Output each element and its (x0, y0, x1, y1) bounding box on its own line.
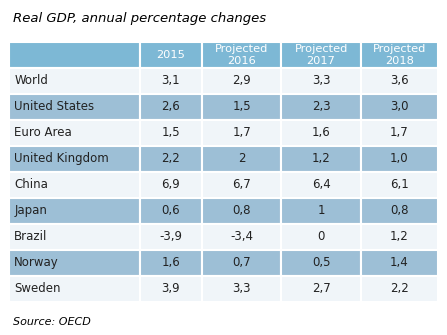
Text: 2,2: 2,2 (390, 282, 409, 295)
Text: 1,2: 1,2 (312, 152, 330, 165)
Text: 1: 1 (317, 204, 325, 217)
Text: Brazil: Brazil (14, 230, 48, 243)
Text: 2,3: 2,3 (312, 100, 330, 113)
Text: Norway: Norway (14, 256, 59, 269)
Text: 3,0: 3,0 (390, 100, 409, 113)
Text: 1,6: 1,6 (312, 126, 330, 139)
Text: 2015: 2015 (156, 50, 186, 60)
Text: 6,9: 6,9 (161, 178, 180, 191)
Text: United States: United States (14, 100, 94, 113)
Text: China: China (14, 178, 48, 191)
Text: 3,9: 3,9 (162, 282, 180, 295)
Text: 0,8: 0,8 (232, 204, 251, 217)
Text: 1,6: 1,6 (161, 256, 180, 269)
Text: 6,1: 6,1 (390, 178, 409, 191)
Text: 1,7: 1,7 (390, 126, 409, 139)
Text: -3,4: -3,4 (230, 230, 253, 243)
Text: 1,5: 1,5 (232, 100, 251, 113)
Text: 6,7: 6,7 (232, 178, 251, 191)
Text: 1,7: 1,7 (232, 126, 251, 139)
Text: 2,9: 2,9 (232, 74, 251, 87)
Text: 0,7: 0,7 (232, 256, 251, 269)
Text: 3,3: 3,3 (312, 74, 330, 87)
Text: 1,0: 1,0 (390, 152, 409, 165)
Text: 0,5: 0,5 (312, 256, 330, 269)
Text: 1,4: 1,4 (390, 256, 409, 269)
Text: Source: OECD: Source: OECD (13, 317, 91, 327)
Text: 1,5: 1,5 (162, 126, 180, 139)
Text: 1,2: 1,2 (390, 230, 409, 243)
Text: 3,1: 3,1 (162, 74, 180, 87)
Text: 0: 0 (317, 230, 325, 243)
Text: Real GDP, annual percentage changes: Real GDP, annual percentage changes (13, 12, 266, 25)
Text: United Kingdom: United Kingdom (14, 152, 109, 165)
Text: Euro Area: Euro Area (14, 126, 72, 139)
Text: 2,6: 2,6 (161, 100, 180, 113)
Text: Projected
2018: Projected 2018 (373, 44, 426, 66)
Text: 0,8: 0,8 (390, 204, 409, 217)
Text: World: World (14, 74, 48, 87)
Text: Japan: Japan (14, 204, 47, 217)
Text: 3,6: 3,6 (390, 74, 409, 87)
Text: 2,2: 2,2 (161, 152, 180, 165)
Text: 2: 2 (238, 152, 245, 165)
Text: Projected
2016: Projected 2016 (215, 44, 269, 66)
Text: 0,6: 0,6 (162, 204, 180, 217)
Text: -3,9: -3,9 (160, 230, 182, 243)
Text: Projected
2017: Projected 2017 (295, 44, 348, 66)
Text: Sweden: Sweden (14, 282, 61, 295)
Text: 2,7: 2,7 (312, 282, 330, 295)
Text: 6,4: 6,4 (312, 178, 330, 191)
Text: 3,3: 3,3 (232, 282, 251, 295)
